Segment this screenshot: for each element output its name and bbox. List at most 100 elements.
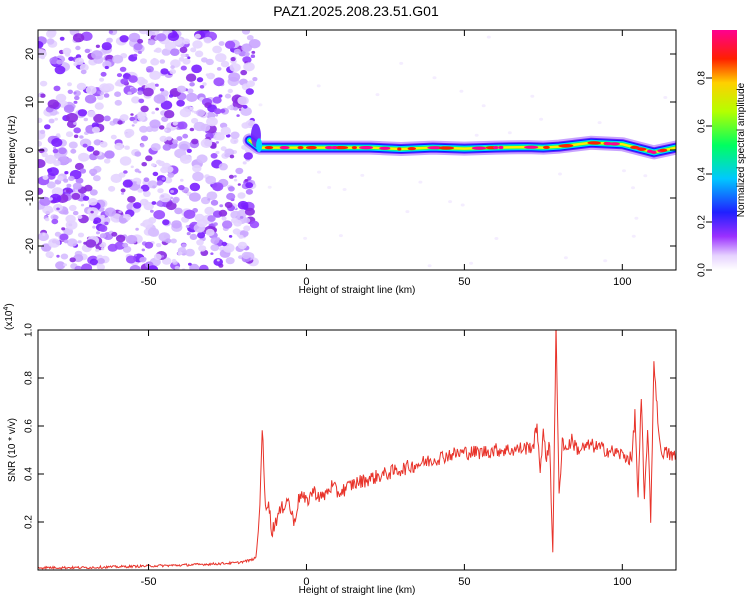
noise-blob bbox=[133, 53, 138, 58]
noise-blob bbox=[216, 259, 220, 262]
spectrogram-y-axis-label: Frequency (Hz) bbox=[7, 116, 18, 185]
noise-blob bbox=[93, 139, 102, 146]
noise-blob bbox=[228, 235, 233, 238]
noise-blob bbox=[41, 152, 48, 158]
ridge-hotspot bbox=[361, 146, 374, 150]
noise-blob bbox=[39, 80, 48, 87]
noise-blob bbox=[631, 234, 636, 238]
noise-blob bbox=[77, 109, 88, 117]
colorbar: 0.0 0.2 0.4 0.6 0.8 Normalized spectral ampl… bbox=[697, 30, 747, 277]
noise-blob bbox=[643, 174, 648, 178]
noise-blob bbox=[130, 87, 138, 94]
noise-blob bbox=[47, 99, 59, 109]
noise-blob bbox=[155, 107, 160, 111]
ridge-hotspot bbox=[351, 146, 357, 150]
noise-blob bbox=[224, 153, 230, 158]
ridge-hotspot bbox=[264, 146, 274, 150]
noise-blob bbox=[40, 93, 46, 98]
noise-blob bbox=[87, 110, 96, 118]
noise-blob bbox=[182, 58, 191, 65]
ridge-band-5 bbox=[248, 139, 676, 154]
noise-blob bbox=[47, 168, 53, 173]
noise-blob bbox=[118, 210, 122, 214]
noise-blob bbox=[187, 56, 191, 59]
noise-blob bbox=[114, 142, 124, 151]
noise-blob bbox=[244, 207, 255, 216]
noise-blob bbox=[174, 207, 183, 215]
noise-blob bbox=[110, 134, 117, 140]
noise-blob bbox=[205, 175, 217, 185]
noise-blob bbox=[243, 152, 253, 160]
spectrogram-y-tick-label: 0 bbox=[24, 147, 36, 153]
noise-blob bbox=[221, 241, 228, 247]
noise-blob bbox=[141, 248, 145, 252]
noise-blob bbox=[187, 88, 194, 94]
noise-blob bbox=[213, 258, 223, 266]
noise-blob bbox=[68, 141, 78, 149]
noise-blob bbox=[45, 251, 54, 258]
noise-blob bbox=[631, 186, 635, 190]
ridge-hotspot bbox=[561, 144, 574, 148]
noise-blob bbox=[145, 66, 154, 73]
noise-blob bbox=[227, 88, 233, 94]
noise-blob bbox=[218, 41, 225, 46]
noise-blob bbox=[46, 38, 55, 45]
noise-blob bbox=[106, 37, 113, 43]
noise-blob bbox=[191, 110, 195, 113]
ridge-hotspot bbox=[630, 145, 639, 149]
noise-blob bbox=[215, 53, 227, 63]
noise-blob bbox=[432, 76, 437, 80]
noise-blob bbox=[233, 48, 241, 55]
noise-blob bbox=[72, 182, 82, 190]
noise-blob bbox=[197, 232, 206, 239]
noise-blob bbox=[45, 217, 50, 222]
noise-blob bbox=[93, 217, 102, 224]
noise-blob bbox=[46, 181, 56, 189]
noise-blob bbox=[84, 184, 93, 192]
noise-blob bbox=[165, 238, 172, 244]
noise-blob bbox=[134, 254, 137, 257]
noise-blob bbox=[170, 190, 175, 193]
noise-blob bbox=[139, 125, 148, 133]
noise-blob bbox=[172, 198, 179, 204]
noise-blob bbox=[93, 175, 101, 182]
noise-blob bbox=[199, 264, 209, 270]
noise-blob bbox=[157, 160, 165, 167]
noise-blob bbox=[179, 108, 192, 118]
noise-blob bbox=[201, 57, 208, 63]
ridge-hotspot bbox=[336, 146, 349, 150]
snr-ticks: -50 0 50 100 0.2 0.4 0.6 0.8 1.0 bbox=[24, 323, 676, 588]
noise-blob bbox=[178, 141, 191, 151]
noise-blob bbox=[663, 96, 668, 99]
noise-blob bbox=[178, 57, 185, 62]
noise-blob bbox=[68, 56, 74, 61]
noise-blob bbox=[250, 54, 256, 58]
noise-blob bbox=[220, 146, 227, 152]
noise-blob bbox=[92, 225, 96, 229]
ridge-hotspot bbox=[325, 146, 334, 150]
noise-blob bbox=[159, 88, 165, 92]
noise-blob bbox=[55, 261, 66, 270]
noise-blob bbox=[59, 36, 65, 41]
noise-blob bbox=[44, 154, 57, 164]
noise-blob bbox=[54, 65, 66, 75]
noise-blob bbox=[85, 239, 97, 248]
noise-blob bbox=[52, 215, 59, 220]
noise-blob bbox=[246, 35, 254, 41]
noise-blob bbox=[460, 203, 465, 207]
noise-blob bbox=[220, 126, 231, 136]
spectrogram-x-tick-label: 50 bbox=[458, 276, 470, 288]
noise-blob bbox=[49, 57, 59, 65]
ridge-hotspot bbox=[498, 145, 504, 150]
noise-blob bbox=[160, 166, 169, 174]
noise-blob bbox=[57, 175, 64, 181]
noise-blob bbox=[63, 178, 69, 183]
noise-blob bbox=[237, 200, 249, 210]
noise-blob bbox=[63, 263, 67, 267]
noise-blob bbox=[99, 141, 108, 148]
noise-blob bbox=[181, 243, 187, 248]
noise-blob bbox=[141, 162, 147, 167]
noise-blob bbox=[131, 96, 141, 104]
noise-blob bbox=[67, 82, 72, 87]
noise-blob bbox=[72, 33, 85, 43]
